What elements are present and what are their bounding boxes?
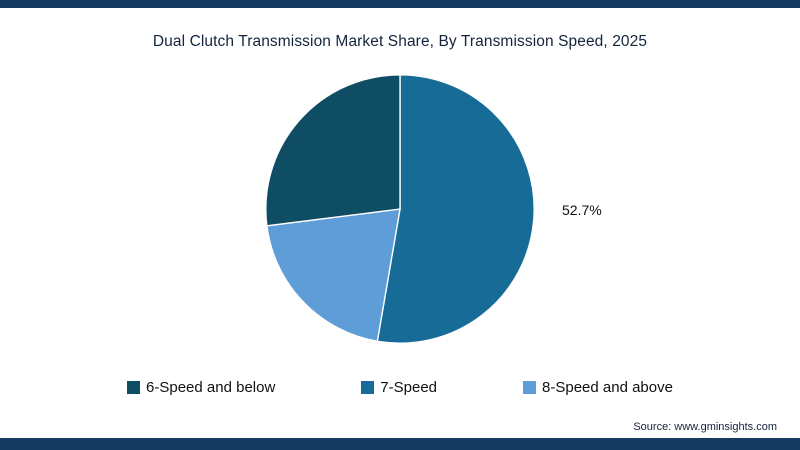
legend-label-8-speed: 8-Speed and above: [542, 379, 673, 396]
pie-chart-container: [264, 73, 536, 345]
legend-item-7-speed: 7-Speed: [361, 379, 437, 396]
legend-swatch-6-speed: [127, 381, 141, 394]
legend-item-6-speed: 6-Speed and below: [127, 379, 275, 396]
legend-label-7-speed: 7-Speed: [380, 379, 438, 396]
pie-chart: [265, 74, 535, 344]
top-border-bar: [0, 0, 800, 8]
pie-slice-8-speed-and-above: [266, 208, 401, 343]
chart-title: Dual Clutch Transmission Market Share, B…: [152, 33, 648, 50]
legend-swatch-8-speed: [523, 381, 537, 394]
bottom-border-bar: [0, 438, 800, 450]
pie-slice-6-speed-and-below: [265, 74, 401, 227]
legend-item-8-speed: 8-Speed and above: [523, 379, 673, 396]
legend-swatch-7-speed: [361, 381, 375, 394]
legend: 6-Speed and below 7-Speed 8-Speed and ab…: [0, 379, 800, 396]
legend-label-6-speed: 6-Speed and below: [146, 379, 276, 396]
pie-slice-7-speed: [376, 74, 535, 344]
source-attribution: Source: www.gminsights.com: [633, 421, 777, 433]
slice-value-label: 52.7%: [562, 202, 602, 218]
